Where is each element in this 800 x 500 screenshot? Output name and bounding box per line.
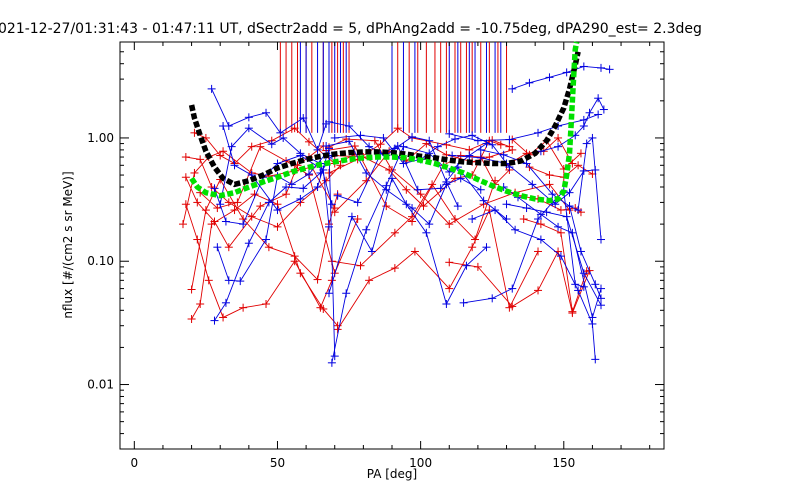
series-line — [512, 66, 610, 90]
model-curves — [188, 41, 581, 204]
series-23 — [210, 151, 336, 325]
series-line — [331, 180, 496, 267]
series-41 — [565, 133, 606, 244]
y-tick-label: 0.10 — [87, 254, 114, 268]
series-line — [449, 114, 599, 142]
series-line — [463, 190, 584, 304]
series-line — [452, 155, 596, 205]
series-36 — [468, 206, 600, 364]
series-25 — [216, 124, 336, 209]
x-tick-label: 50 — [270, 456, 285, 470]
chart-title: 021-12-27/01:31:43 - 01:47:11 UT, dSectr… — [0, 21, 702, 37]
series-34 — [445, 110, 603, 145]
series-8 — [330, 136, 505, 211]
curve-black — [188, 51, 581, 188]
series-line — [219, 127, 333, 205]
series-line — [194, 127, 355, 165]
series-line — [191, 193, 338, 326]
series-line — [337, 208, 539, 330]
series-13 — [333, 206, 543, 334]
y-tick-label: 1.00 — [87, 131, 114, 145]
series-6 — [181, 200, 336, 322]
series-11 — [327, 176, 500, 270]
series-line — [480, 149, 602, 299]
series-30 — [322, 137, 485, 229]
x-tick-label: 150 — [552, 456, 575, 470]
series-29 — [325, 174, 491, 308]
series-39 — [508, 62, 614, 93]
curve-green — [189, 41, 580, 204]
series-3 — [187, 190, 342, 330]
x-tick-label: 100 — [409, 456, 432, 470]
series-line — [222, 125, 336, 357]
series-19 — [519, 215, 591, 316]
series-line — [506, 203, 602, 306]
series-24 — [213, 149, 331, 286]
series-line — [214, 155, 333, 321]
series-line — [211, 88, 327, 152]
axes: 0 50 100 150 0.01 0.10 1.00 — [87, 41, 664, 470]
series-line — [328, 177, 487, 306]
series-line — [185, 204, 333, 319]
x-tick-label: 0 — [130, 456, 138, 470]
series-line — [472, 209, 596, 360]
series-42 — [502, 200, 606, 310]
y-axis-label: nflux [#/(cm2 s sr MeV)] — [61, 171, 75, 318]
data-series — [178, 62, 614, 367]
y-tick-label: 0.01 — [87, 378, 114, 392]
x-axis-label: PA [deg] — [367, 467, 417, 481]
series-21 — [207, 84, 331, 154]
series-line — [328, 138, 570, 225]
vertical-markers — [279, 42, 508, 133]
series-line — [334, 134, 510, 168]
series-28 — [327, 139, 491, 367]
series-40 — [536, 94, 608, 156]
